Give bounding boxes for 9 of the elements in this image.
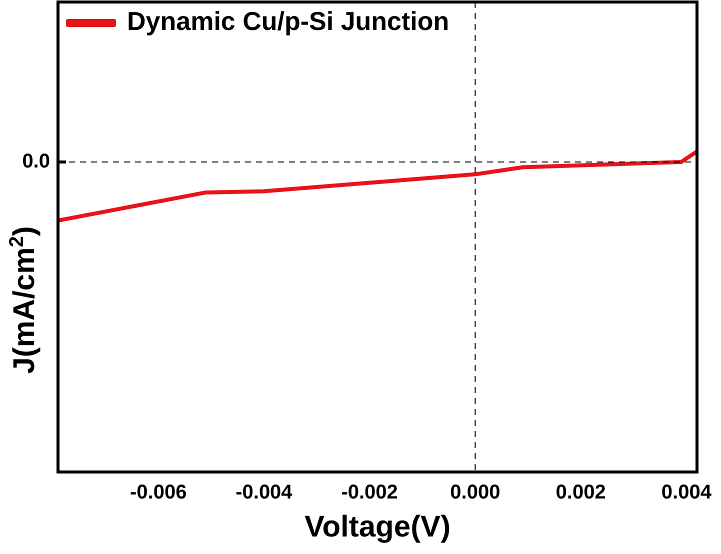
x-tick-label: 0.004 (661, 482, 712, 504)
x-tick-label: 0.000 (450, 482, 500, 504)
x-tick-label: -0.006 (130, 482, 187, 504)
x-tick-label: 0.002 (556, 482, 606, 504)
x-tick-label: -0.004 (236, 482, 294, 504)
x-axis-title: Voltage(V) (304, 510, 451, 544)
legend-label: Dynamic Cu/p-Si Junction (127, 6, 450, 36)
x-tick-label: -0.002 (341, 482, 398, 504)
ref-line-label: 0.0 (22, 150, 50, 173)
